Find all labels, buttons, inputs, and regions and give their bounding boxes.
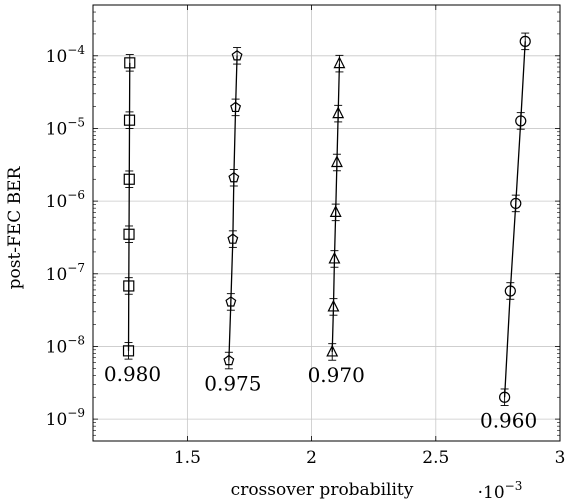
series-label: 0.975: [204, 372, 261, 396]
circle-marker: [504, 285, 516, 297]
x-tick-label: 1.5: [174, 448, 201, 468]
pentagon-marker: [227, 233, 239, 244]
x-axis-scale-exponent: −3: [505, 479, 523, 493]
y-tick-exponent: −5: [67, 115, 85, 129]
square-marker: [123, 228, 135, 240]
triangle-marker: [329, 205, 342, 217]
y-tick-label: 10−9: [46, 406, 85, 430]
y-axis-title: post-FEC BER: [5, 165, 25, 289]
y-tick-exponent: −8: [67, 333, 85, 347]
x-tick-label: 3: [555, 448, 566, 468]
y-tick-label: 10−5: [46, 115, 85, 139]
square-marker: [122, 345, 135, 357]
square-marker: [123, 280, 135, 292]
x-axis-scale-factor: ·10−3: [478, 479, 523, 503]
y-tick-label: 10−8: [46, 333, 85, 357]
x-tick-label: 2: [306, 448, 317, 468]
circle-marker: [519, 35, 531, 47]
circle-marker: [515, 115, 527, 127]
pentagon-marker: [228, 171, 240, 183]
y-tick-base: 10: [46, 192, 68, 212]
y-tick-base: 10: [46, 410, 68, 430]
series-label: 0.960: [480, 408, 537, 432]
x-tick-label: 2.5: [422, 448, 449, 468]
series-0.960: [499, 32, 531, 406]
square-marker: [123, 173, 135, 185]
series-label: 0.970: [308, 363, 365, 387]
grid: [93, 5, 560, 441]
pentagon-marker: [230, 101, 242, 113]
y-tick-base: 10: [46, 47, 68, 67]
y-tick-exponent: −9: [67, 406, 85, 420]
y-tick-base: 10: [46, 337, 68, 357]
triangle-marker: [330, 155, 343, 168]
y-tick-label: 10−7: [46, 261, 85, 285]
triangle-marker: [332, 106, 345, 119]
y-tick-label: 10−4: [46, 43, 86, 67]
triangle-marker: [333, 56, 346, 69]
triangle-marker: [327, 299, 340, 312]
triangle-marker: [328, 251, 341, 264]
circle-marker: [510, 197, 522, 210]
labels: 1.5 2 2.5 310−910−810−710−610−510−40.980 0.9…: [46, 43, 566, 468]
x-axis-scale-base: ·10: [478, 483, 505, 503]
pentagon-marker: [225, 296, 237, 307]
triangle-marker: [326, 344, 339, 357]
square-marker: [123, 114, 136, 126]
series-0.970: [326, 54, 346, 361]
series-0.975: [223, 47, 243, 370]
pentagon-marker: [231, 50, 243, 61]
x-axis-title: crossover probability: [231, 480, 414, 500]
series-0.980: [122, 54, 136, 360]
y-tick-label: 10−6: [46, 188, 85, 212]
y-tick-exponent: −6: [67, 188, 85, 202]
series-label: 0.980: [104, 362, 161, 386]
square-marker: [124, 57, 136, 69]
y-tick-base: 10: [46, 119, 68, 139]
pentagon-marker: [223, 354, 235, 366]
circle-marker: [499, 391, 511, 403]
y-tick-exponent: −4: [67, 43, 85, 57]
y-tick-exponent: −7: [67, 261, 85, 275]
series-line: [503, 41, 526, 398]
series-line: [127, 62, 131, 351]
ticks: [93, 5, 561, 441]
series-layer: [122, 32, 531, 406]
y-tick-base: 10: [46, 265, 68, 285]
